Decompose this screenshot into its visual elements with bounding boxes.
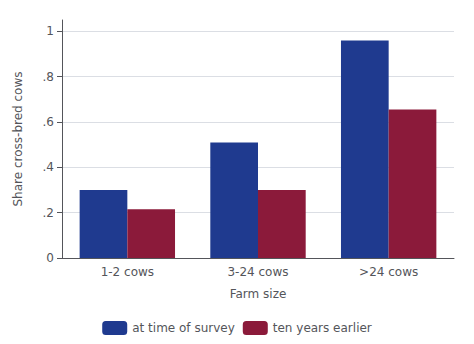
svg-text:3-24 cows: 3-24 cows — [227, 265, 288, 279]
svg-text:.6: .6 — [43, 115, 54, 129]
svg-text:0: 0 — [46, 251, 54, 265]
svg-text:Farm size: Farm size — [230, 287, 287, 301]
svg-text:1: 1 — [46, 24, 54, 38]
svg-text:.8: .8 — [43, 70, 54, 84]
svg-text:.2: .2 — [43, 206, 54, 220]
svg-text:.4: .4 — [43, 160, 54, 174]
svg-text:at time of survey: at time of survey — [132, 321, 235, 335]
svg-text:>24 cows: >24 cows — [359, 265, 418, 279]
svg-text:1-2 cows: 1-2 cows — [101, 265, 154, 279]
svg-text:ten years earlier: ten years earlier — [273, 321, 372, 335]
svg-text:Share cross-bred cows: Share cross-bred cows — [11, 72, 25, 207]
